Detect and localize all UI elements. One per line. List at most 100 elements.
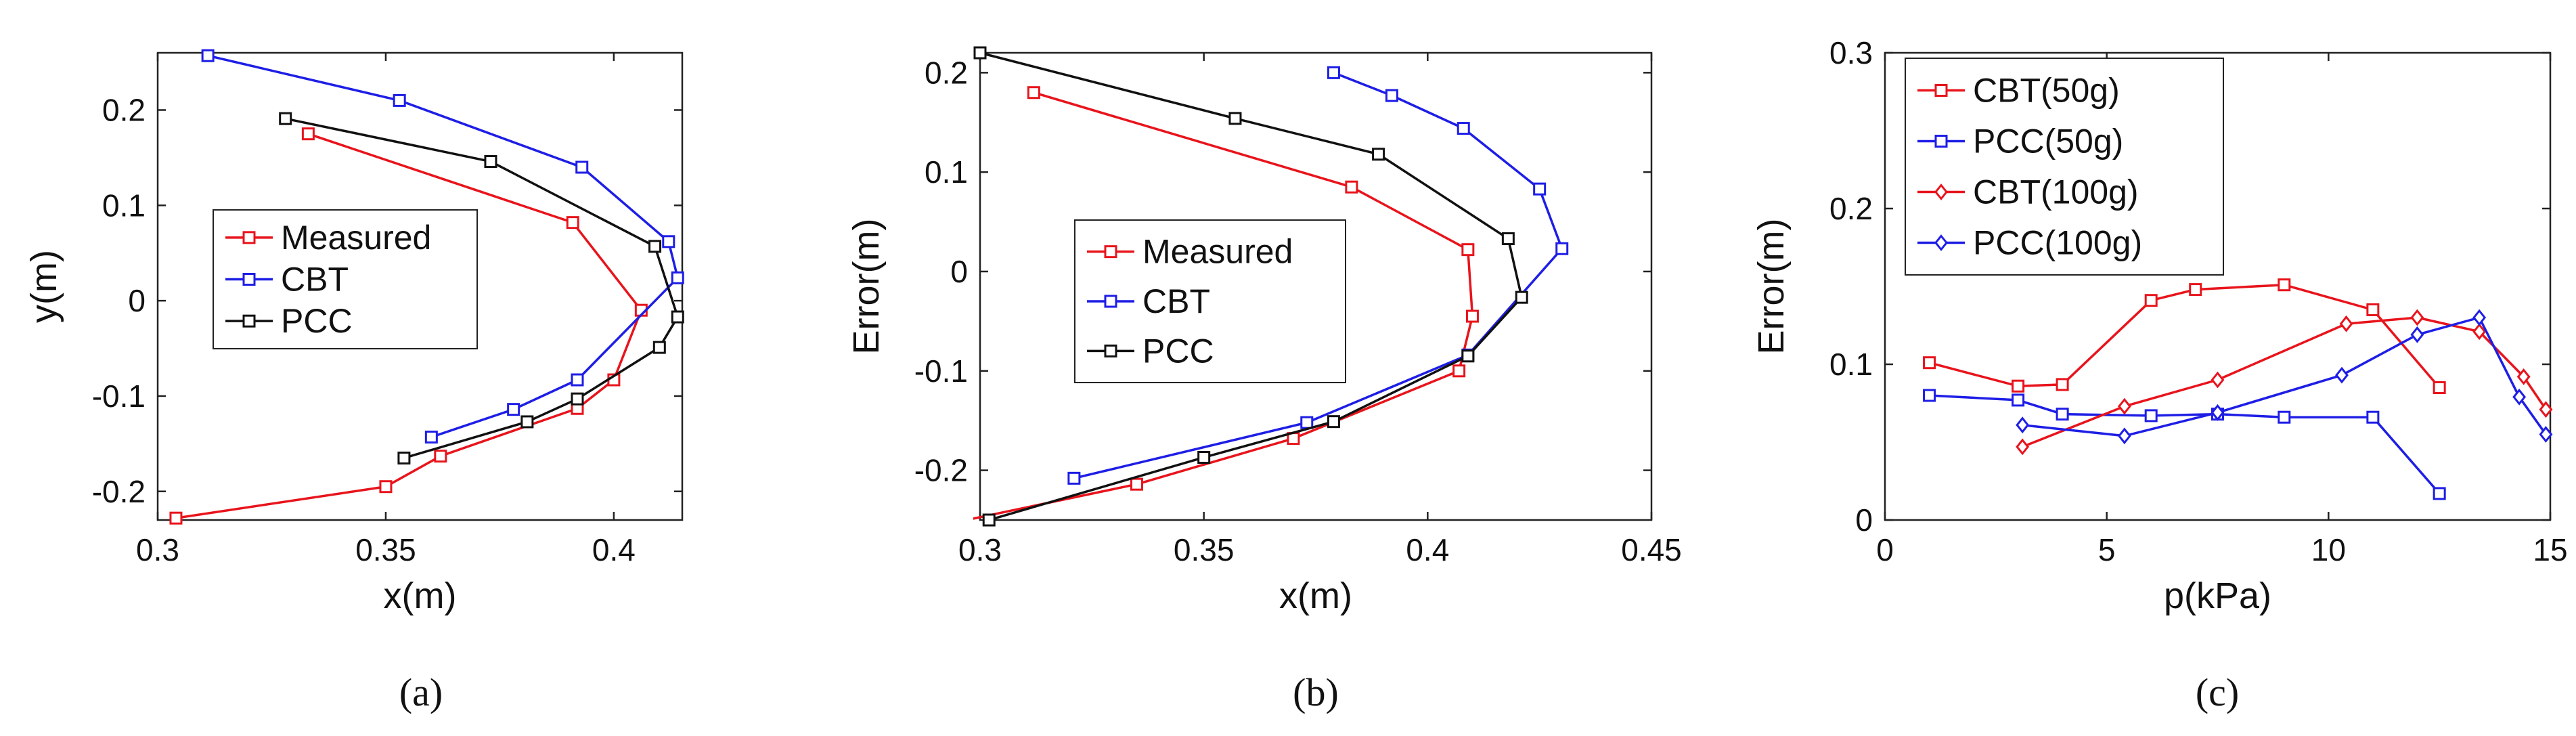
data-point	[2211, 404, 2225, 421]
data-point	[2335, 366, 2349, 384]
data-point	[1461, 349, 1475, 363]
data-point	[301, 127, 315, 141]
series-line	[2022, 316, 2547, 448]
y-tick-label: -0.1	[92, 378, 146, 414]
legend-label: PCC(50g)	[1973, 123, 2123, 160]
data-point	[575, 160, 589, 174]
data-point	[2410, 326, 2424, 343]
x-tick-label: 0.45	[1621, 532, 1682, 567]
legend-label: CBT	[1142, 282, 1210, 320]
data-point	[1327, 415, 1340, 429]
data-point	[1923, 389, 1936, 402]
data-point	[1327, 66, 1340, 79]
legend-label: CBT	[281, 261, 349, 299]
y-tick-label: 0.1	[925, 154, 968, 190]
data-point	[2144, 409, 2158, 423]
y-tick-label: 0	[1855, 502, 1873, 538]
legend-box	[1905, 58, 2224, 276]
x-tick-label: 0.3	[136, 532, 179, 567]
data-point	[1372, 148, 1385, 161]
x-tick-label: 0.4	[592, 532, 636, 567]
legend-marker	[1934, 135, 1948, 148]
data-point	[2144, 294, 2158, 307]
y-axis-label: y(m)	[24, 250, 64, 323]
data-point	[2012, 393, 2025, 407]
data-point	[1300, 416, 1314, 429]
series-line	[1929, 283, 2441, 389]
data-point	[2366, 303, 2380, 316]
legend-label: PCC(100g)	[1973, 224, 2142, 262]
x-tick-label: 10	[2311, 532, 2346, 567]
x-tick-label: 0.35	[355, 532, 416, 567]
data-point	[397, 451, 411, 464]
data-point	[201, 49, 215, 62]
data-point	[2211, 371, 2225, 389]
legend-label: CBT(100g)	[1973, 173, 2139, 211]
data-point	[1533, 182, 1547, 196]
data-point	[2278, 410, 2291, 424]
data-point	[2472, 323, 2487, 341]
axes-frame	[979, 51, 1653, 521]
plot-area	[973, 46, 1569, 527]
data-point	[434, 450, 447, 463]
legend-marker	[1104, 344, 1117, 358]
data-point	[662, 235, 675, 248]
data-point	[484, 155, 497, 169]
y-tick-label: -0.2	[914, 453, 968, 488]
data-point	[2117, 427, 2131, 445]
legend-label: PCC	[1142, 332, 1214, 370]
data-point	[2016, 416, 2030, 434]
y-tick-label: 0.2	[925, 55, 968, 90]
series-line	[1929, 394, 2441, 495]
data-point	[2189, 283, 2202, 297]
data-point	[2433, 381, 2446, 394]
data-point	[2433, 487, 2446, 500]
legend-marker	[242, 314, 256, 328]
x-tick-label: 0.4	[1406, 532, 1449, 567]
data-point	[2278, 278, 2291, 292]
data-point	[2539, 426, 2553, 443]
data-point	[2117, 397, 2131, 415]
data-point	[1228, 112, 1242, 125]
data-point	[424, 430, 438, 443]
data-point	[379, 480, 393, 494]
data-point	[2516, 368, 2531, 385]
legend-marker	[242, 231, 256, 244]
data-point	[1452, 364, 1466, 378]
plot-area	[1923, 278, 2553, 500]
data-point	[2472, 309, 2487, 326]
data-point	[648, 240, 662, 253]
data-point	[671, 271, 684, 284]
panel-caption: (c)	[2196, 670, 2239, 714]
series-CBT	[1067, 66, 1569, 485]
legend: Measured CBT PCC	[1074, 219, 1346, 383]
legend-box	[1074, 219, 1346, 383]
data-point	[671, 310, 684, 324]
data-point	[1457, 122, 1470, 135]
x-axis-label: x(m)	[1279, 576, 1352, 616]
plot-area	[169, 49, 684, 525]
data-point	[393, 93, 406, 107]
data-point	[1501, 232, 1515, 246]
x-tick-label: 0.35	[1174, 532, 1235, 567]
legend-marker	[1104, 245, 1117, 259]
y-tick-label: -0.1	[914, 353, 968, 389]
legend-marker	[1934, 183, 1948, 200]
series-line	[973, 91, 1474, 520]
series-line	[285, 117, 680, 460]
data-point	[1027, 86, 1040, 100]
legend-label: Measured	[281, 219, 431, 257]
data-point	[520, 415, 534, 429]
y-tick-label: 0	[128, 283, 146, 318]
series-PCC	[973, 46, 1528, 527]
legend-marker	[242, 273, 256, 286]
series-CBT(50g)	[1923, 278, 2446, 394]
axes-frame	[1884, 51, 2552, 521]
x-tick-label: 0.3	[958, 532, 1002, 567]
y-axis-label: Error(m)	[1751, 219, 1792, 355]
series-line	[175, 133, 643, 519]
data-point	[507, 403, 520, 416]
y-tick-label: 0.1	[1829, 347, 1873, 382]
series-PCC	[279, 112, 684, 464]
y-tick-label: 0.3	[1829, 35, 1873, 70]
